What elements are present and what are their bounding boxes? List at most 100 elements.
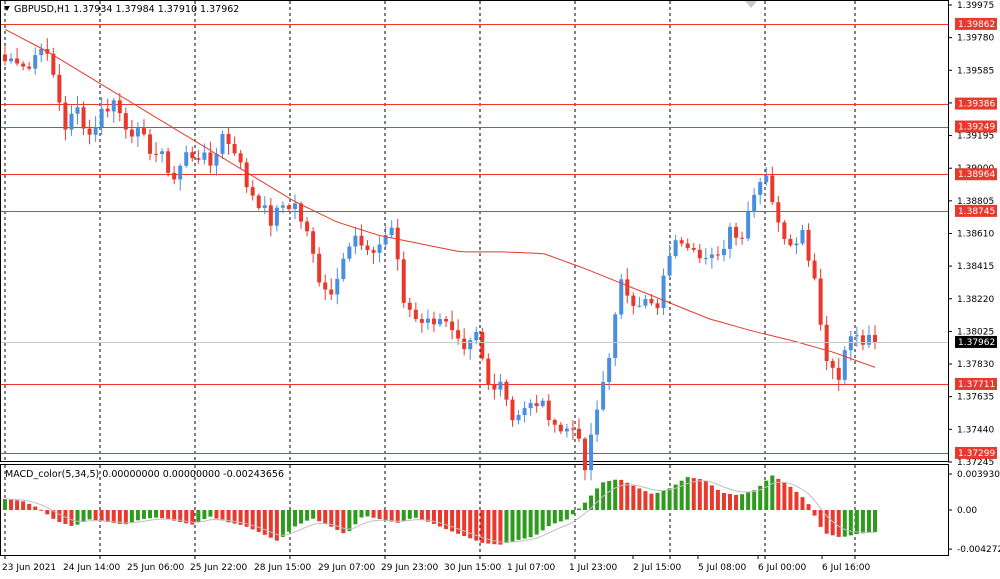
macd-bar (842, 510, 847, 537)
candle-body (160, 151, 165, 154)
candle-body (401, 259, 406, 303)
price-level-lines[interactable] (1, 24, 948, 454)
candle-body (105, 108, 110, 112)
macd-bar (148, 510, 152, 519)
candle-body (371, 250, 376, 253)
candle-body (57, 74, 62, 103)
candle-body (685, 243, 690, 248)
candle-body (353, 235, 358, 247)
candle-body (818, 278, 823, 325)
candle-body (486, 358, 491, 385)
candle-body (474, 331, 479, 341)
macd-bar (782, 482, 787, 510)
candle-body (244, 162, 249, 188)
candle-body (534, 403, 539, 407)
candle-body (280, 205, 285, 208)
candle-body (589, 434, 594, 471)
candle-body (570, 428, 575, 430)
macd-bar (510, 510, 515, 542)
macd-bar (836, 510, 841, 537)
candle-body (764, 175, 769, 183)
macd-bar (824, 510, 829, 534)
candle-body (123, 113, 128, 130)
moving-average-line (4, 28, 876, 368)
symbol-info: GBPUSD,H1 1.37934 1.37984 1.37910 1.3796… (14, 4, 239, 15)
macd-bar (105, 510, 110, 522)
time-tick-label: 6 Jul 16:00 (822, 563, 871, 573)
level-tag-label: 1.39249 (958, 123, 995, 133)
macd-bar (9, 499, 14, 510)
price-tick-label: 1.39585 (957, 66, 994, 76)
candle-body (154, 153, 159, 155)
chart-shift-triangle-icon[interactable] (745, 1, 757, 8)
price-axis[interactable]: 1.399751.397801.395851.393901.391951.390… (948, 1, 994, 468)
candle-body (335, 278, 340, 295)
time-tick-label: 28 Jun 15:00 (254, 563, 311, 573)
macd-bar (450, 510, 455, 532)
macd-bar (854, 510, 859, 535)
macd-bar (377, 510, 382, 520)
macd-bar (214, 510, 219, 519)
candle-body (166, 151, 171, 173)
candle-body (619, 279, 624, 315)
candle-body (564, 428, 569, 432)
macd-bar (552, 510, 557, 524)
time-tick-label: 30 Jun 15:00 (444, 563, 501, 573)
macd-bar (244, 510, 249, 527)
candle-body (135, 128, 140, 137)
candle-body (389, 227, 394, 236)
macd-bar (812, 510, 817, 516)
macd-bar (93, 510, 98, 521)
macd-bar (359, 510, 364, 518)
candle-body (184, 152, 189, 166)
candle-body (87, 128, 92, 135)
candle-body (758, 182, 763, 195)
macd-bar (504, 510, 509, 543)
candle-body (721, 248, 726, 256)
candle-body (480, 331, 485, 359)
candle-body (93, 126, 98, 135)
macd-bar (637, 488, 642, 510)
macd-bar (286, 510, 291, 532)
candle-body (643, 298, 648, 306)
level-tag-label: 1.39862 (958, 20, 995, 30)
macd-bar (873, 510, 877, 532)
candle-body (546, 400, 551, 421)
macd-bar (184, 510, 189, 524)
candle-body (196, 158, 201, 160)
price-tick-label: 1.38805 (957, 197, 994, 207)
candle-body (444, 318, 449, 322)
candle-body (141, 128, 146, 135)
macd-bar (347, 510, 352, 532)
macd-bar (558, 510, 563, 522)
candle-body (226, 134, 231, 144)
macd-bar (438, 510, 442, 527)
macd-bar (51, 510, 56, 519)
dropdown-triangle-icon[interactable] (4, 6, 10, 11)
candle-body (504, 381, 509, 400)
grid-lines (4, 1, 856, 555)
macd-bar (425, 510, 430, 522)
candle-body (268, 205, 273, 226)
macd-bar (111, 510, 116, 523)
candle-body (111, 100, 116, 112)
candle-body (703, 258, 708, 260)
level-tag-label: 1.38745 (958, 207, 995, 217)
macd-bar (734, 494, 739, 510)
macd-bar (486, 510, 491, 544)
candle-body (854, 335, 859, 337)
time-tick-label: 6 Jul 00:00 (758, 563, 807, 573)
time-axis[interactable]: 23 Jun 2021 24 Jun 14:00 25 Jun 06:00 25 Ju… (2, 555, 871, 573)
macd-bar (383, 510, 388, 521)
time-tick-label: 29 Jun 07:00 (318, 563, 375, 573)
macd-bar (256, 510, 261, 532)
macd-bar (661, 490, 666, 510)
candle-body (33, 55, 38, 69)
macd-bar (583, 502, 587, 510)
price-tick-label: 1.39195 (957, 132, 994, 142)
macd-bar (540, 510, 545, 531)
macd-bar (196, 510, 201, 522)
macd-bar (728, 493, 732, 510)
macd-bar (365, 510, 370, 517)
